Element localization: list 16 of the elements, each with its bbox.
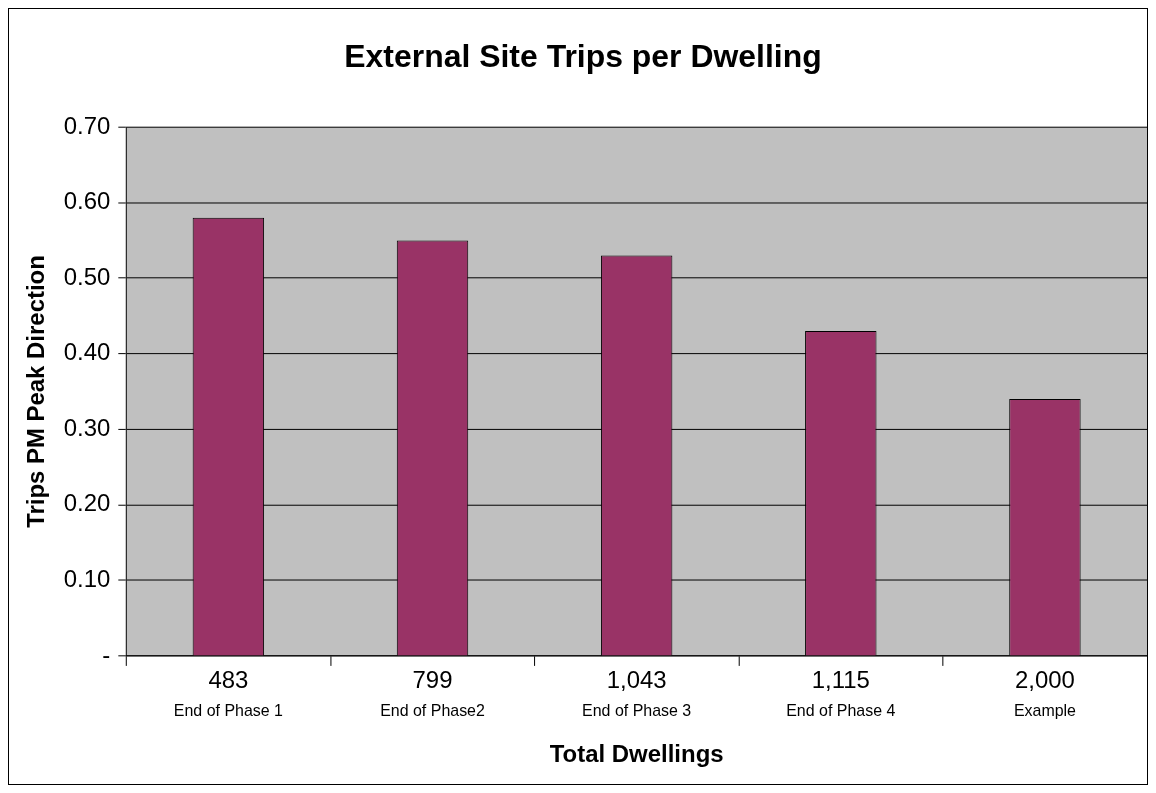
x-tick-label: 799 End of Phase2: [380, 666, 485, 720]
chart-title: External Site Trips per Dwelling: [344, 37, 822, 74]
x-tick-label: 2,000 Example: [1013, 666, 1077, 720]
y-tick-label: 0.30: [63, 413, 111, 441]
y-tick-label: 0.10: [63, 565, 111, 592]
x-tick-label: 483 End of Phase 1: [173, 666, 284, 720]
y-tick-label: -: [102, 640, 111, 668]
x-axis-title: Total Dwellings: [549, 740, 724, 768]
y-tick-label: 0.40: [63, 338, 111, 366]
x-tick-label: 1,115 End of Phase 4: [786, 666, 896, 720]
x-tick-label: 1,043 End of Phase 3: [582, 666, 692, 720]
y-tick-label: 0.50: [63, 262, 111, 290]
y-tick-label: 0.20: [63, 489, 111, 517]
y-axis-title: Trips PM Peak Direction: [21, 255, 49, 528]
y-tick-label: 0.60: [63, 187, 111, 215]
y-tick-label: 0.70: [63, 111, 111, 139]
